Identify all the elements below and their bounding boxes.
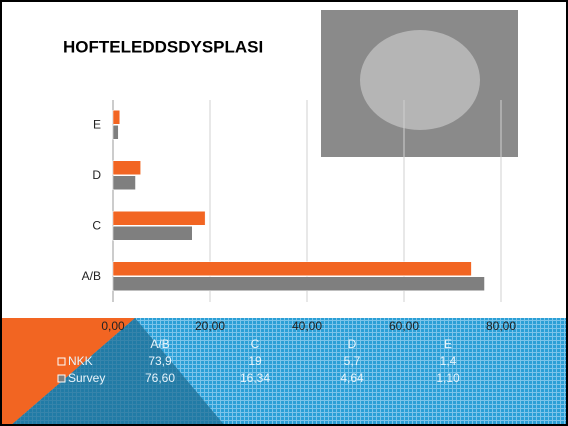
bar bbox=[112, 261, 472, 276]
legend-marker bbox=[57, 357, 66, 366]
bar bbox=[112, 125, 119, 140]
table-header: E bbox=[444, 337, 452, 351]
legend-marker bbox=[57, 374, 66, 383]
y-tick-label: C bbox=[92, 218, 101, 232]
footer-shape bbox=[10, 318, 225, 426]
table-cell: 73,9 bbox=[148, 354, 172, 368]
y-tick-label: E bbox=[93, 117, 101, 131]
y-tick-label: D bbox=[92, 168, 101, 182]
xray-image-detail bbox=[360, 30, 480, 130]
table-header: D bbox=[348, 337, 357, 351]
legend-label: NKK bbox=[68, 354, 93, 368]
y-tick-label: A/B bbox=[82, 269, 101, 283]
bar bbox=[112, 211, 206, 226]
table-cell: 76,60 bbox=[145, 371, 175, 385]
table-cell: 1,10 bbox=[436, 371, 460, 385]
table-cell: 4,64 bbox=[340, 371, 364, 385]
table-cell: 5,7 bbox=[344, 354, 361, 368]
table-cell: 1,4 bbox=[440, 354, 457, 368]
table-header: A/B bbox=[150, 337, 169, 351]
x-tick-label: 0,00 bbox=[101, 319, 125, 333]
bar bbox=[112, 160, 141, 175]
bar bbox=[112, 226, 193, 241]
x-tick-label: 80,00 bbox=[486, 319, 516, 333]
table-cell: 16,34 bbox=[240, 371, 270, 385]
x-tick-label: 20,00 bbox=[195, 319, 225, 333]
footer-accent bbox=[0, 318, 135, 426]
bar bbox=[112, 276, 485, 291]
x-tick-label: 60,00 bbox=[389, 319, 419, 333]
table-header: C bbox=[251, 337, 260, 351]
slide-title: HOFTELEDDSDYSPLASI bbox=[63, 37, 263, 56]
table-cell: 19 bbox=[248, 354, 262, 368]
bar bbox=[112, 110, 121, 125]
bar bbox=[112, 175, 136, 190]
legend-label: Survey bbox=[68, 371, 105, 385]
x-tick-label: 40,00 bbox=[292, 319, 322, 333]
